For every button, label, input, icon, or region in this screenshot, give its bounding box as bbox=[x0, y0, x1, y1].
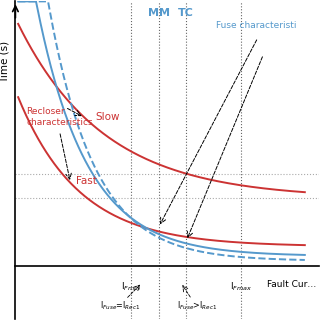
Text: I$_{Fmin}$: I$_{Fmin}$ bbox=[121, 280, 141, 293]
Text: Recloser
characteristics: Recloser characteristics bbox=[27, 107, 93, 127]
Text: I$_{Fuse}$=I$_{Rec1}$: I$_{Fuse}$=I$_{Rec1}$ bbox=[100, 300, 140, 312]
Text: Fast: Fast bbox=[76, 176, 97, 186]
Text: MM: MM bbox=[148, 8, 170, 18]
Text: Fault Cur…: Fault Cur… bbox=[267, 280, 316, 289]
Text: Time (s): Time (s) bbox=[0, 40, 9, 83]
Text: Fuse characteristi: Fuse characteristi bbox=[216, 20, 297, 30]
Text: I$_{Fmax}$: I$_{Fmax}$ bbox=[230, 280, 252, 293]
Text: TC: TC bbox=[178, 8, 194, 18]
Text: Slow: Slow bbox=[95, 112, 120, 122]
Text: I$_{Fuse}$>I$_{Rec1}$: I$_{Fuse}$>I$_{Rec1}$ bbox=[177, 300, 218, 312]
